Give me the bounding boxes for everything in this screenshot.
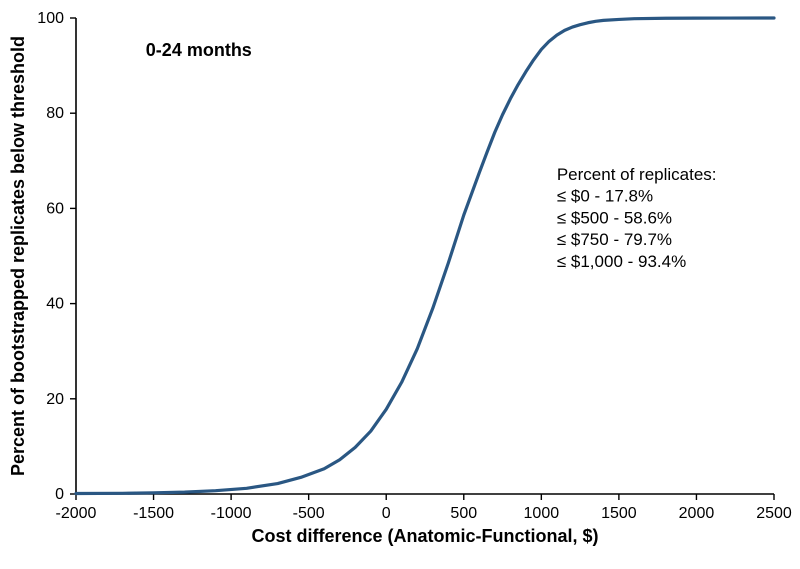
x-tick-label: 1000	[524, 505, 560, 522]
x-tick-label: 2000	[679, 505, 715, 522]
chart-svg: -2000-1500-1000-500050010001500200025000…	[0, 0, 800, 569]
y-tick-label: 0	[55, 486, 64, 503]
annotation-header: Percent of replicates:	[557, 165, 717, 184]
x-tick-label: 2500	[756, 505, 792, 522]
annotation-line: ≤ $1,000 - 93.4%	[557, 252, 686, 271]
x-tick-label: -1500	[133, 505, 174, 522]
y-axis-label: Percent of bootstrapped replicates below…	[8, 36, 28, 476]
x-tick-label: 1500	[601, 505, 637, 522]
y-tick-label: 60	[46, 200, 64, 217]
y-tick-label: 100	[37, 10, 64, 27]
y-tick-label: 80	[46, 105, 64, 122]
x-tick-label: -2000	[56, 505, 97, 522]
x-tick-label: 500	[450, 505, 477, 522]
x-tick-label: 0	[382, 505, 391, 522]
y-tick-label: 40	[46, 296, 64, 313]
inset-title: 0-24 months	[146, 40, 252, 60]
chart-container: -2000-1500-1000-500050010001500200025000…	[0, 0, 800, 569]
plot-bg	[0, 0, 800, 569]
annotation-line: ≤ $0 - 17.8%	[557, 187, 653, 206]
y-tick-label: 20	[46, 391, 64, 408]
annotation-line: ≤ $750 - 79.7%	[557, 230, 672, 249]
x-tick-label: -500	[293, 505, 325, 522]
annotation-line: ≤ $500 - 58.6%	[557, 208, 672, 227]
x-tick-label: -1000	[211, 505, 252, 522]
x-axis-label: Cost difference (Anatomic-Functional, $)	[251, 526, 598, 546]
